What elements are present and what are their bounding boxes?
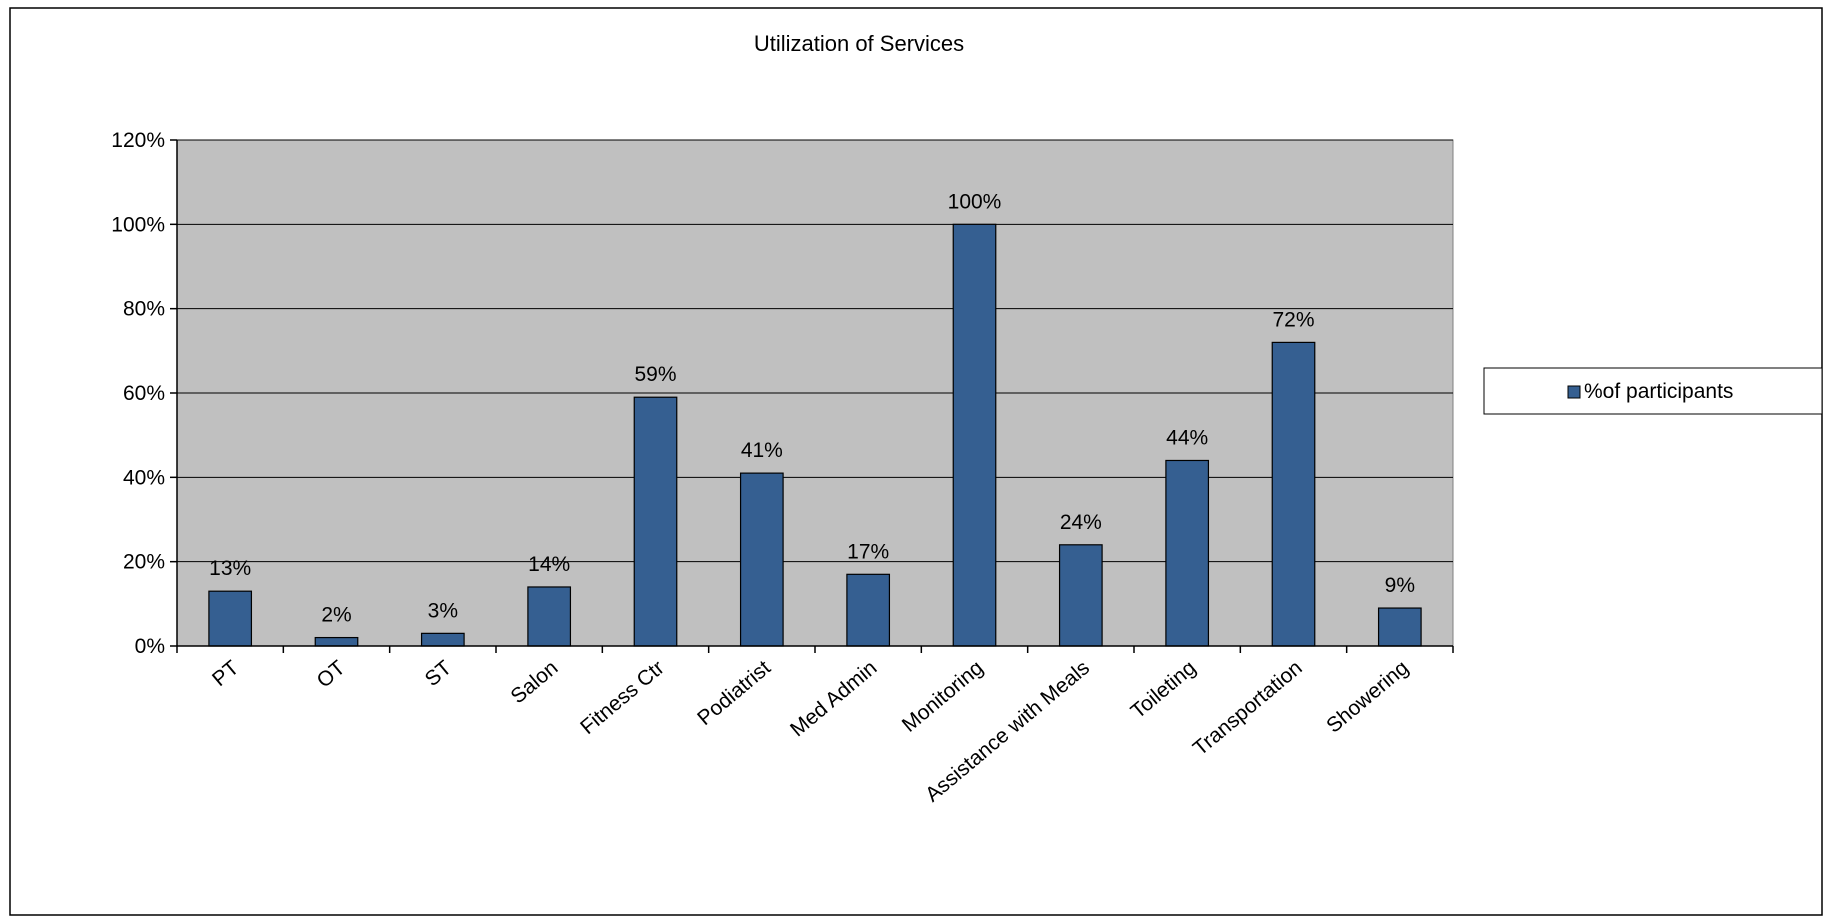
data-label: 2%: [321, 604, 351, 627]
gridlines: [177, 139, 1453, 563]
data-label: 41%: [741, 439, 783, 462]
y-tick-label: 60%: [123, 382, 165, 405]
chart-title: Utilization of Services: [754, 31, 964, 56]
data-label: 59%: [634, 363, 676, 386]
bar: [1058, 544, 1103, 647]
bar: [208, 590, 253, 647]
y-tick-label: 120%: [111, 129, 165, 152]
bar: [420, 632, 465, 647]
y-tick-label: 40%: [123, 466, 165, 489]
data-label: 24%: [1060, 511, 1102, 534]
bar: [1377, 607, 1422, 647]
bar: [846, 573, 891, 647]
bars: [208, 223, 1422, 647]
data-label: 9%: [1385, 574, 1415, 597]
data-label: 100%: [948, 190, 1002, 213]
y-tick-label: 100%: [111, 213, 165, 236]
legend-swatch: [1567, 385, 1581, 399]
data-label: 17%: [847, 540, 889, 563]
legend-label: %of participants: [1584, 380, 1733, 403]
y-tick-labels: 0% 20% 40% 60% 80% 100% 120%: [111, 129, 177, 658]
y-tick-label: 80%: [123, 298, 165, 321]
bar: [1271, 341, 1316, 647]
data-label: 72%: [1272, 308, 1314, 331]
bar: [952, 223, 997, 647]
data-labels: 13% 2% 3% 14% 59% 41% 17% 100% 24% 44% 72% 9%: [209, 190, 1415, 626]
bar: [739, 472, 784, 647]
data-label: 3%: [428, 599, 458, 622]
data-label: 44%: [1166, 426, 1208, 449]
legend: %of participants: [1483, 367, 1823, 415]
data-label: 14%: [528, 553, 570, 576]
bar: [1165, 459, 1210, 647]
y-tick-label: 20%: [123, 551, 165, 574]
bar: [527, 586, 572, 647]
bar: [633, 396, 678, 647]
bar: [314, 636, 359, 647]
legend-box: [1483, 367, 1823, 415]
data-label: 13%: [209, 557, 251, 580]
y-tick-label: 0%: [135, 635, 165, 658]
